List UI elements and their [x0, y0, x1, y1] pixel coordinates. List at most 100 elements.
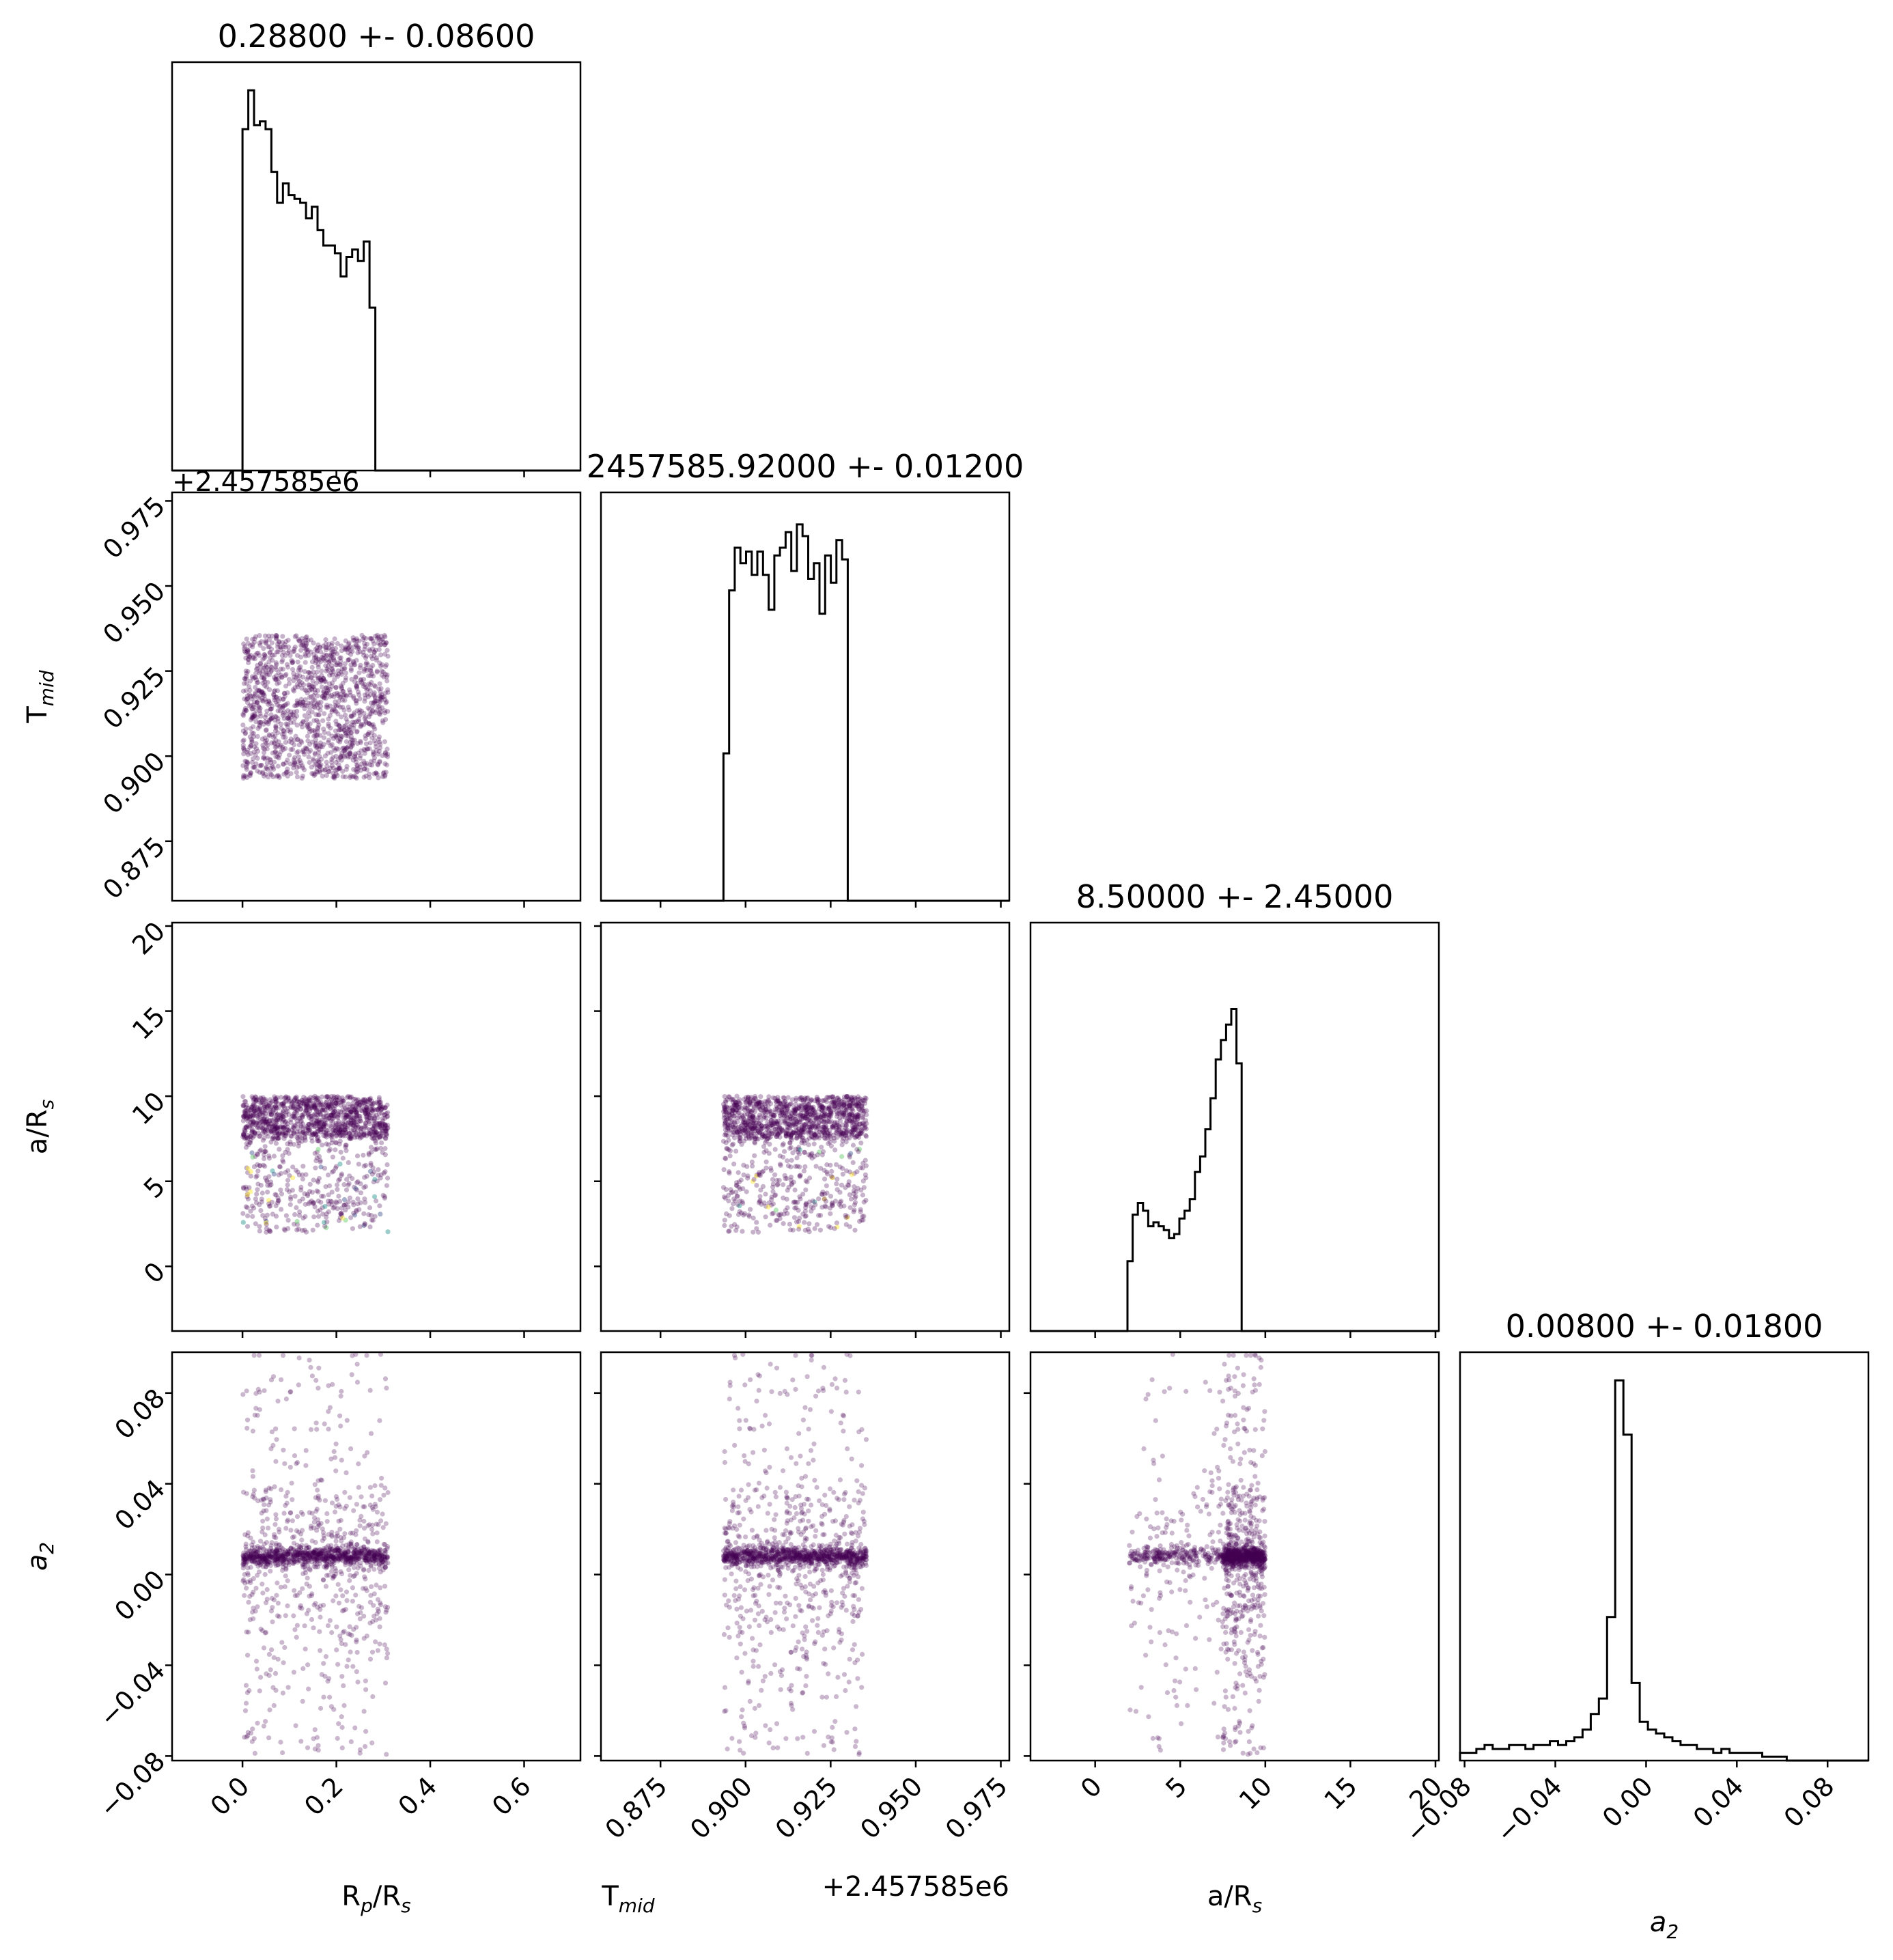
scatter-point: [290, 660, 295, 666]
scatter-point: [385, 1651, 391, 1656]
scatter-point: [300, 1666, 306, 1671]
scatter-point: [316, 642, 321, 647]
scatter-point: [727, 1169, 732, 1175]
scatter-point: [369, 1584, 374, 1589]
scatter-point: [287, 753, 292, 758]
scatter-point: [367, 775, 372, 781]
scatter-point: [262, 683, 268, 688]
scatter-point: [257, 1112, 262, 1117]
scatter-point: [794, 1155, 800, 1161]
scatter-point: [303, 1135, 308, 1141]
scatter-point: [288, 1098, 294, 1104]
scatter-point: [367, 1205, 373, 1211]
scatter-point: [346, 1160, 351, 1165]
scatter-point: [361, 684, 367, 689]
scatter-point: [344, 753, 350, 759]
scatter-point: [300, 1176, 305, 1181]
scatter-point: [329, 1500, 335, 1506]
scatter-point: [300, 699, 306, 705]
scatter-point: [358, 1610, 363, 1615]
scatter-point: [240, 745, 247, 751]
scatter-point: [787, 1221, 792, 1227]
scatter-point: [243, 1136, 249, 1141]
scatter-point: [376, 748, 382, 754]
scatter-point: [354, 1153, 361, 1159]
scatter-point: [352, 1096, 358, 1102]
scatter-point: [333, 1147, 338, 1153]
scatter-point: [852, 1195, 858, 1201]
scatter-point: [359, 1494, 364, 1500]
scatter-point: [793, 1199, 798, 1205]
scatter-point: [251, 699, 257, 705]
scatter-point: [257, 1100, 264, 1106]
scatter-point: [276, 1526, 282, 1532]
scatter-point: [316, 1175, 322, 1181]
scatter-point: [296, 1227, 301, 1232]
scatter-point: [339, 1457, 344, 1463]
scatter-point: [376, 1167, 381, 1173]
scatter-point: [774, 1177, 780, 1183]
scatter-point: [841, 1100, 847, 1105]
scatter-point: [768, 1166, 774, 1171]
scatter-point: [281, 649, 286, 655]
scatter-point: [280, 634, 285, 639]
scatter-point: [338, 1587, 343, 1593]
scatter-point: [309, 694, 314, 699]
scatter-point: [273, 1459, 279, 1464]
scatter-point: [262, 773, 267, 779]
scatter-point: [756, 1200, 761, 1205]
scatter-point: [809, 1156, 815, 1161]
scatter-point: [384, 699, 389, 705]
scatter-point: [257, 693, 262, 699]
scatter-point: [323, 1094, 328, 1100]
scatter-point: [860, 1114, 866, 1119]
scatter-point: [319, 684, 324, 690]
scatter-point: [332, 677, 337, 682]
scatter-point: [248, 694, 253, 699]
scatter-point: [332, 1205, 337, 1210]
scatter-point: [317, 764, 322, 770]
scatter-point: [270, 652, 275, 658]
scatter-point: [378, 1212, 383, 1217]
scatter-point: [292, 1627, 298, 1632]
scatter-point: [343, 1207, 348, 1213]
scatter-point: [376, 636, 382, 642]
scatter-point: [247, 734, 253, 740]
scatter-points-tmid-vs-ars: [720, 1093, 869, 1235]
scatter-point: [314, 669, 320, 675]
scatter-point: [303, 697, 308, 702]
scatter-point: [362, 716, 367, 721]
scatter-point: [370, 709, 376, 714]
scatter-point: [250, 716, 255, 721]
scatter-point: [291, 1130, 296, 1136]
scatter-point: [374, 669, 380, 674]
scatter-point: [348, 1215, 354, 1220]
scatter-point: [374, 1611, 380, 1616]
scatter-point: [321, 652, 326, 658]
scatter-point: [246, 660, 251, 666]
scatter-point: [312, 1727, 318, 1733]
scatter-point: [260, 1581, 265, 1587]
scatter-point: [770, 1189, 776, 1194]
scatter-point: [809, 1097, 814, 1103]
scatter-point: [305, 638, 311, 643]
scatter-point: [283, 1123, 288, 1129]
scatter-point: [285, 1226, 291, 1231]
scatter-point: [257, 1224, 262, 1229]
scatter-point: [376, 1522, 381, 1528]
scatter-point: [311, 1177, 316, 1183]
scatter-point: [316, 759, 321, 764]
scatter-point: [371, 725, 377, 730]
scatter-point: [250, 644, 255, 649]
scatter-point: [324, 1141, 329, 1147]
scatter-point: [298, 647, 304, 653]
scatter-point: [266, 1525, 271, 1531]
scatter-point: [860, 1192, 865, 1198]
scatter-point: [363, 695, 368, 701]
scatter-point: [324, 1132, 330, 1138]
scatter-point: [845, 1182, 851, 1188]
scatter-point: [310, 1227, 316, 1233]
scatter-point: [754, 1183, 759, 1188]
scatter-point: [242, 1110, 248, 1117]
scatter-point: [363, 1162, 369, 1168]
